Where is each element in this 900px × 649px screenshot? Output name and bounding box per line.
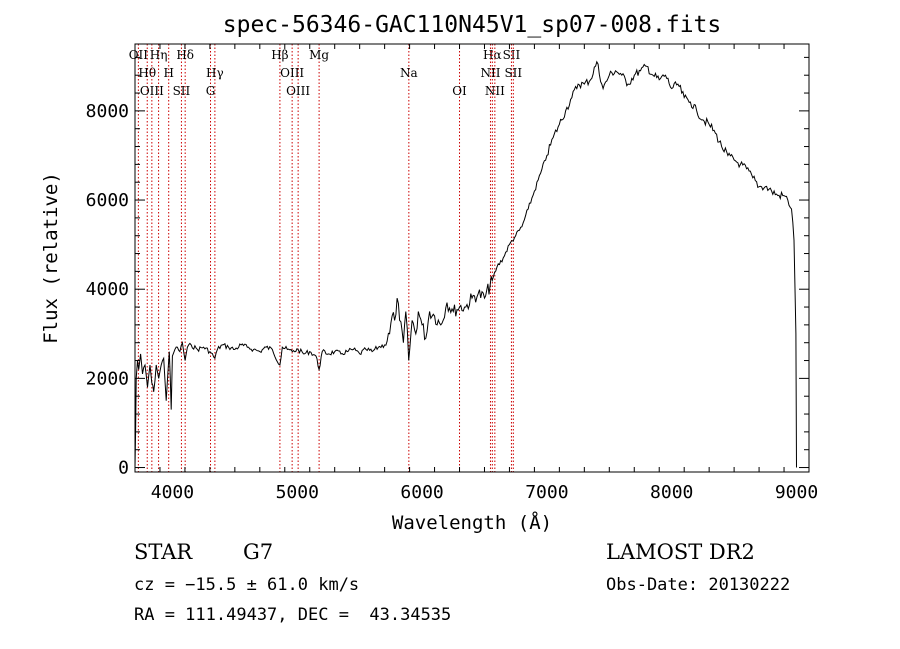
spectral-line-label: Hα — [483, 48, 502, 62]
x-tick-label: 8000 — [650, 482, 693, 503]
object-class: STAR — [134, 540, 193, 564]
cz-value: cz = −15.5 ± 61.0 km/s — [134, 575, 359, 595]
y-tick-label: 0 — [118, 458, 129, 479]
spectral-line-label: G — [206, 84, 216, 98]
spectrum-series-line — [134, 60, 797, 468]
spectral-line-label: OI — [452, 84, 467, 98]
survey-name: LAMOST DR2 — [606, 540, 755, 564]
x-axis-label: Wavelength (Å) — [392, 511, 552, 534]
y-tick-label: 4000 — [86, 279, 129, 300]
spectral-line-label: SII — [173, 84, 191, 98]
spectral-line-label: SII — [503, 48, 521, 62]
spectral-line-label: Na — [400, 66, 418, 80]
spectral-line-label: Hθ — [138, 66, 156, 80]
y-tick-label: 6000 — [86, 190, 129, 211]
y-axis-label: Flux (relative) — [40, 172, 62, 344]
spectral-line-label: Mg — [309, 48, 329, 62]
x-tick-label: 6000 — [400, 482, 443, 503]
spectral-line-label: NII — [485, 84, 505, 98]
spectral-line-label: Hγ — [206, 66, 224, 80]
series-group — [134, 60, 797, 468]
chart-title: spec-56346-GAC110N45V1_sp07-008.fits — [223, 12, 722, 38]
spectral-line-label: SII — [504, 66, 522, 80]
object-subclass: G7 — [243, 540, 273, 564]
spectral-line-label: OIII — [286, 84, 310, 98]
ra-dec: RA = 111.49437, DEC = 43.34535 — [134, 605, 451, 625]
plot-frame — [134, 43, 810, 473]
spectral-line-label: Hβ — [271, 48, 288, 62]
spectral-line-label: OIII — [280, 66, 304, 80]
x-tick-label: 9000 — [775, 482, 818, 503]
spectral-line-label: Hη — [150, 48, 168, 62]
spectral-line-label: OIII — [140, 84, 164, 98]
x-tick-label: 7000 — [525, 482, 568, 503]
x-tick-label: 4000 — [151, 482, 194, 503]
x-tick-label: 5000 — [276, 482, 319, 503]
y-tick-label: 8000 — [86, 101, 129, 122]
y-tick-label: 2000 — [86, 368, 129, 389]
obs-date: Obs-Date: 20130222 — [606, 575, 790, 595]
spectral-line-label: NII — [480, 66, 500, 80]
axis-ticks: 4000 5000 6000 7000 8000 9000 0 2000 4000 6000 800… — [86, 44, 818, 503]
spectral-line-label: Hδ — [176, 48, 194, 62]
spectral-line-label: OII — [129, 48, 149, 62]
spectral-line-label: H — [163, 66, 173, 80]
spectral-lines: OIIHθOIIIHηHSIIHδHγGHβOIIIOIIIMgNaOIHαNI… — [129, 44, 522, 472]
